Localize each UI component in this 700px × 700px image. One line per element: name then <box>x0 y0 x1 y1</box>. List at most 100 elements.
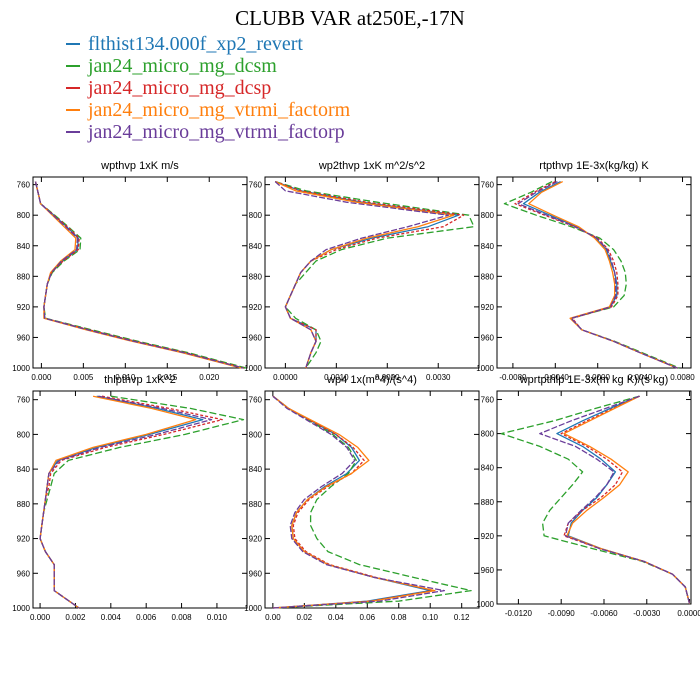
y-tick-label: 760 <box>481 181 495 190</box>
y-tick-label: 840 <box>249 465 263 474</box>
x-tick-label: 0.0010 <box>324 373 349 382</box>
x-tick-label: -0.0040 <box>542 373 570 382</box>
x-tick-label: 0.02 <box>297 613 313 622</box>
y-tick-label: 960 <box>17 569 31 578</box>
y-tick-label: 920 <box>249 535 263 544</box>
x-tick-label: 0.00 <box>265 613 281 622</box>
legend-item: flthist134.000f_xp2_revert <box>66 33 350 55</box>
y-tick-label: 880 <box>249 500 263 509</box>
subplot-title: wp4 1x(m^4)/(s^4) <box>326 374 417 386</box>
x-tick-label: 0.06 <box>359 613 375 622</box>
legend-label: flthist134.000f_xp2_revert <box>88 32 303 55</box>
y-tick-label: 840 <box>249 242 263 251</box>
y-tick-label: 760 <box>249 181 263 190</box>
series-line <box>514 181 678 369</box>
y-tick-label: 800 <box>17 430 31 439</box>
legend-item: jan24_micro_mg_vtrmi_factorp <box>66 121 350 143</box>
x-tick-label: 0.006 <box>136 613 157 622</box>
y-tick-label: 760 <box>481 396 495 405</box>
y-tick-label: 800 <box>17 211 31 220</box>
y-tick-label: 840 <box>17 465 31 474</box>
x-tick-label: 0.0040 <box>628 373 653 382</box>
series-line <box>274 181 450 369</box>
series-line <box>39 395 223 609</box>
series-line <box>275 180 475 369</box>
subplot-6: wprtpthlp 1E-3x(m kg K)/(s kg) -0.0120 -0.… <box>476 374 700 618</box>
legend-label: jan24_micro_mg_vtrmi_factorp <box>88 120 345 143</box>
subplot-1: wpthvp 1xK m/s 0.000 0.005 0.010 0.015 0.020 7… <box>12 160 248 382</box>
legend-item: jan24_micro_mg_vtrmi_factorm <box>66 99 350 121</box>
y-tick-label: 960 <box>481 566 495 575</box>
legend-swatch <box>66 131 80 133</box>
y-tick-label: 1000 <box>244 604 262 613</box>
x-tick-label: 0.010 <box>115 373 136 382</box>
series-line <box>517 181 678 369</box>
subplot-3: rtpthvp 1E-3x(kg/kg) K -0.0080 -0.0040 0.00… <box>476 160 695 382</box>
x-tick-label: 0.008 <box>172 613 193 622</box>
legend-swatch <box>66 65 80 67</box>
x-tick-label: 0.010 <box>207 613 228 622</box>
x-tick-label: 0.0000 <box>677 609 700 618</box>
x-tick-label: 0.004 <box>101 613 122 622</box>
y-tick-label: 920 <box>17 303 31 312</box>
legend-label: jan24_micro_mg_dcsm <box>88 54 277 77</box>
x-tick-label: 0.0000 <box>273 373 298 382</box>
y-tick-label: 1000 <box>12 364 30 373</box>
y-tick-label: 880 <box>481 498 495 507</box>
x-tick-label: 0.0020 <box>375 373 400 382</box>
y-tick-label: 960 <box>249 333 263 342</box>
legend-swatch <box>66 109 80 111</box>
x-tick-label: 0.12 <box>454 613 470 622</box>
y-tick-label: 760 <box>17 181 31 190</box>
subplot-title: wprtpthlp 1E-3x(m kg K)/(s kg) <box>519 374 669 386</box>
legend-label: jan24_micro_mg_vtrmi_factorm <box>88 98 351 121</box>
series-line <box>34 181 242 369</box>
axes-frame <box>32 176 248 369</box>
axes-frame <box>264 390 480 609</box>
legend: flthist134.000f_xp2_revert jan24_micro_m… <box>66 33 350 143</box>
x-tick-label: 0.0030 <box>426 373 451 382</box>
series-line <box>272 395 436 609</box>
series-line <box>272 395 435 609</box>
series-line <box>500 395 691 605</box>
x-tick-label: 0.0000 <box>585 373 610 382</box>
y-tick-label: 960 <box>481 333 495 342</box>
x-tick-label: 0.04 <box>328 613 344 622</box>
axes-frame <box>264 176 480 369</box>
y-tick-label: 1000 <box>12 604 30 613</box>
series-line <box>34 181 243 369</box>
figure-title: CLUBB VAR at250E,-17N <box>235 6 465 30</box>
x-tick-label: -0.0080 <box>499 373 527 382</box>
x-tick-label: 0.08 <box>391 613 407 622</box>
x-tick-label: -0.0060 <box>590 609 618 618</box>
x-tick-label: -0.0090 <box>548 609 576 618</box>
y-tick-label: 880 <box>17 272 31 281</box>
x-tick-label: 0.005 <box>73 373 94 382</box>
series-line <box>528 181 678 369</box>
y-tick-label: 880 <box>481 272 495 281</box>
axes-frame <box>496 176 692 369</box>
y-tick-label: 880 <box>17 500 31 509</box>
y-tick-label: 960 <box>249 569 263 578</box>
subplot-2: wp2thvp 1xK m^2/s^2 0.0000 0.0010 0.0020 0.0… <box>244 160 480 382</box>
subplot-title: wp2thvp 1xK m^2/s^2 <box>318 160 425 172</box>
series-line <box>34 181 244 369</box>
series-line <box>274 180 460 369</box>
y-tick-label: 1000 <box>244 364 262 373</box>
y-tick-label: 920 <box>481 532 495 541</box>
legend-item: jan24_micro_mg_dcsm <box>66 55 350 77</box>
y-tick-label: 840 <box>17 242 31 251</box>
x-tick-label: 0.000 <box>30 613 51 622</box>
series-line <box>539 395 691 605</box>
series-line <box>274 180 465 369</box>
x-tick-label: 0.015 <box>157 373 178 382</box>
y-tick-label: 920 <box>17 535 31 544</box>
y-tick-label: 960 <box>17 333 31 342</box>
y-tick-label: 760 <box>249 396 263 405</box>
y-tick-label: 840 <box>481 464 495 473</box>
legend-label: jan24_micro_mg_dcsp <box>88 76 272 99</box>
y-tick-label: 800 <box>249 211 263 220</box>
series-line <box>34 181 243 369</box>
